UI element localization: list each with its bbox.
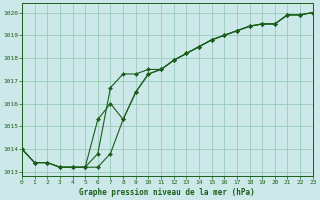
X-axis label: Graphe pression niveau de la mer (hPa): Graphe pression niveau de la mer (hPa) xyxy=(79,188,255,197)
